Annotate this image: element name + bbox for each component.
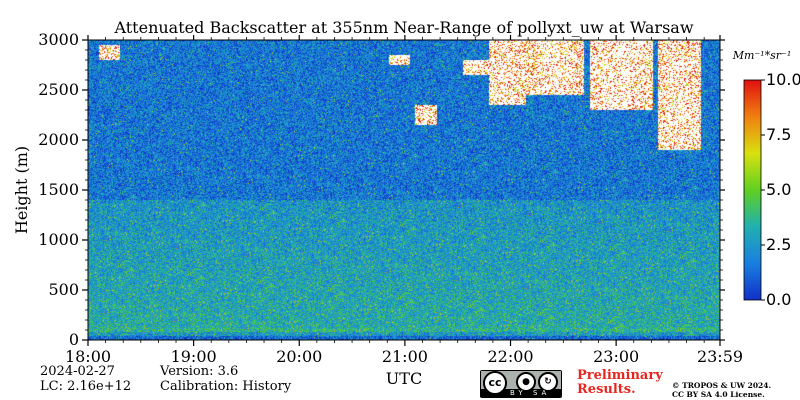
cc-by-label: BY — [510, 389, 527, 397]
x-axis-label: UTC — [386, 369, 422, 388]
copyright-line1: © TROPOS & UW 2024. — [672, 381, 772, 390]
y-tick-label: 3000 — [38, 30, 79, 49]
footer-version: Version: 3.6 — [160, 364, 239, 379]
y-tick-label: 500 — [48, 280, 79, 299]
y-tick-label: 2000 — [38, 130, 79, 149]
backscatter-heatmap — [88, 40, 720, 340]
colorbar-tick-label: 10.0 — [766, 70, 800, 89]
colorbar-tick-label: 7.5 — [766, 125, 791, 144]
footer-date: 2024-02-27 — [40, 364, 115, 379]
y-tick-label: 0 — [69, 330, 79, 349]
footer-lc: LC: 2.16e+12 — [40, 379, 132, 394]
chart-title: Attenuated Backscatter at 355nm Near-Ran… — [113, 18, 693, 37]
axis-ticks: 18:00 19:00 20:00 21:00 22:00 23:00 23:59 0 500 1… — [38, 30, 743, 366]
copyright-notice: © TROPOS & UW 2024. CC BY SA 4.0 License… — [672, 381, 771, 399]
colorbar — [743, 79, 762, 301]
colorbar-tick-label: 2.5 — [766, 235, 791, 254]
y-tick-label: 2500 — [38, 80, 79, 99]
colorbar-tick-label: 5.0 — [766, 180, 791, 199]
share-alike-icon: ↻ — [538, 372, 558, 392]
cc-license-badge: cc ● ↻ BY SA — [480, 370, 562, 398]
y-axis-label: Height (m) — [12, 146, 31, 234]
x-tick-label: 23:00 — [593, 347, 639, 366]
x-tick-label: 21:00 — [382, 347, 428, 366]
y-tick-label: 1000 — [38, 230, 79, 249]
preliminary-results: Preliminary Results. — [577, 369, 663, 397]
colorbar-tick-label: 0.0 — [766, 290, 791, 309]
cc-sa-label: SA — [532, 389, 551, 397]
footer-calibration: Calibration: History — [160, 379, 292, 394]
preliminary-line1: Preliminary — [577, 368, 663, 383]
person-icon: ● — [516, 372, 536, 392]
copyright-line2: CC BY SA 4.0 License. — [672, 390, 765, 399]
colorbar-ticks: 0.0 2.5 5.0 7.5 10.0 — [761, 70, 800, 309]
preliminary-line2: Results. — [577, 382, 636, 397]
x-tick-label: 19:00 — [171, 347, 217, 366]
x-tick-label: 22:00 — [487, 347, 533, 366]
colorbar-unit: Mm⁻¹*sr⁻¹ — [732, 49, 792, 62]
cc-icon: cc — [483, 371, 507, 395]
x-tick-label: 23:59 — [697, 347, 743, 366]
y-tick-label: 1500 — [38, 180, 79, 199]
x-tick-label: 18:00 — [65, 347, 111, 366]
cc-badge-labels: BY SA — [510, 389, 550, 397]
x-tick-label: 20:00 — [276, 347, 322, 366]
